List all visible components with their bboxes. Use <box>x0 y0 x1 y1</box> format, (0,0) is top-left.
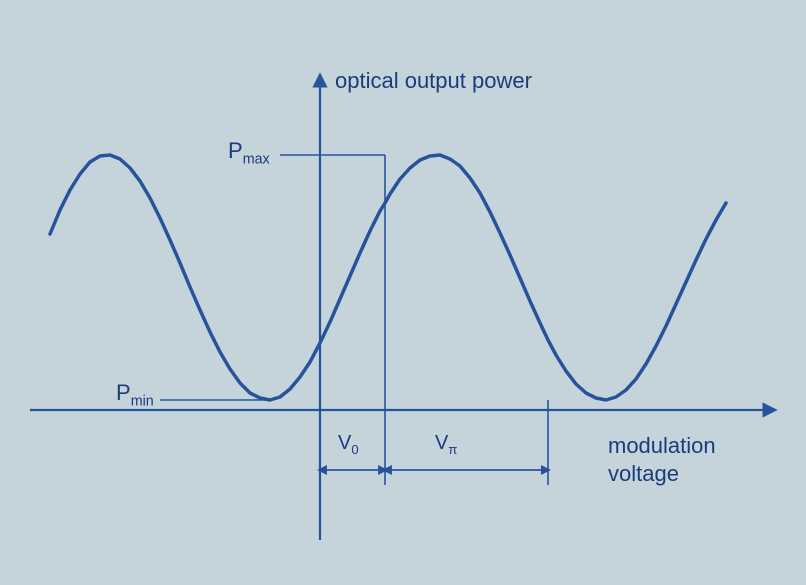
diagram-canvas: [data-name="sinusoid-curve"], [data-name… <box>0 0 806 585</box>
vpi-label: Vπ <box>435 432 457 457</box>
sinusoid <box>50 155 726 400</box>
x-axis-title: modulation voltage <box>608 432 716 487</box>
pmax-label: Pmax <box>228 138 270 167</box>
pmin-label: Pmin <box>116 380 154 409</box>
y-axis-title: optical output power <box>335 68 532 94</box>
v0-label: V0 <box>338 432 359 457</box>
